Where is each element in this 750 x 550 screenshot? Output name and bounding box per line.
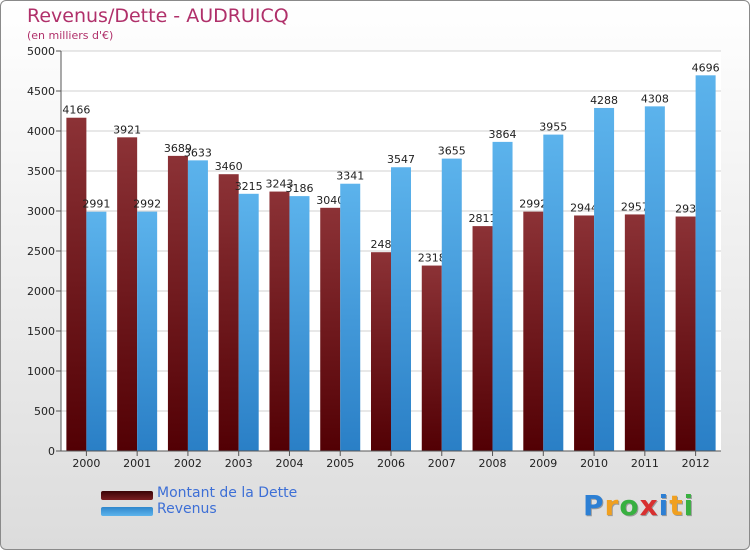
x-tick-label: 2007 <box>428 457 456 470</box>
bar-revenus-2007 <box>441 158 462 451</box>
data-label: 2991 <box>82 198 110 211</box>
data-label: 3186 <box>285 182 313 195</box>
y-tick-label: 1000 <box>27 365 55 378</box>
data-label: 2992 <box>133 198 161 211</box>
data-label: 4696 <box>692 61 720 74</box>
y-tick-label: 500 <box>34 405 55 418</box>
y-tick-label: 3000 <box>27 205 55 218</box>
data-label: 3547 <box>387 153 415 166</box>
proxiti-logo: Proxiti <box>583 489 694 522</box>
logo-letter: i <box>658 489 670 522</box>
bar-dette-2000 <box>66 117 87 451</box>
data-label: 3243 <box>265 178 293 191</box>
bar-dette-2005 <box>320 207 341 451</box>
data-label: 3864 <box>489 128 517 141</box>
x-tick-label: 2001 <box>123 457 151 470</box>
bar-dette-2001 <box>117 137 138 451</box>
bar-dette-2006 <box>371 252 391 451</box>
x-tick-label: 2004 <box>275 457 303 470</box>
y-tick-label: 2500 <box>27 245 55 258</box>
bar-dette-2002 <box>167 155 188 451</box>
x-tick-label: 2009 <box>529 457 557 470</box>
bar-revenus-2006 <box>391 167 411 452</box>
logo-letter: x <box>639 489 659 522</box>
data-label: 293 <box>675 203 696 216</box>
legend-swatch-revenus <box>101 507 153 516</box>
bar-dette-2010 <box>574 215 595 451</box>
legend-label-dette: Montant de la Dette <box>157 485 298 501</box>
logo-letter: r <box>604 489 620 522</box>
data-label: 4308 <box>641 92 669 105</box>
bar-dette-2009 <box>523 211 544 451</box>
x-tick-label: 2011 <box>631 457 659 470</box>
data-label: 3689 <box>164 142 192 155</box>
bar-revenus-2010 <box>594 107 615 452</box>
data-label: 2957 <box>621 200 649 213</box>
chart-title: Revenus/Dette - AUDRUICQ <box>27 5 289 27</box>
data-label: 3633 <box>184 146 212 159</box>
logo-letter: o <box>619 489 640 522</box>
bar-dette-2012 <box>675 216 696 451</box>
data-label: 3955 <box>539 121 567 134</box>
legend-label-revenus: Revenus <box>157 501 217 517</box>
x-tick-label: 2005 <box>326 457 354 470</box>
data-label: 3215 <box>235 180 263 193</box>
data-label: 3460 <box>215 160 243 173</box>
data-label: 4166 <box>62 104 90 117</box>
bar-dette-2003 <box>218 174 239 451</box>
bar-dette-2007 <box>421 265 442 451</box>
x-tick-label: 2000 <box>72 457 100 470</box>
data-label: 2318 <box>418 252 446 265</box>
bar-revenus-2001 <box>137 211 158 451</box>
x-tick-label: 2008 <box>479 457 507 470</box>
bar-dette-2011 <box>624 214 645 451</box>
y-tick-label: 2000 <box>27 285 55 298</box>
y-tick-label: 5000 <box>27 45 55 58</box>
x-tick-label: 2012 <box>682 457 710 470</box>
data-label: 2811 <box>469 212 497 225</box>
y-tick-label: 1500 <box>27 325 55 338</box>
bar-dette-2008 <box>472 226 493 451</box>
data-label: 3655 <box>438 145 466 158</box>
data-label: 3341 <box>336 170 364 183</box>
logo-letter: t <box>669 489 684 522</box>
logo-letter: i <box>683 489 695 522</box>
bar-revenus-2003 <box>238 193 259 452</box>
bar-revenus-2005 <box>340 183 361 451</box>
y-tick-label: 4500 <box>27 85 55 98</box>
bar-revenus-2011 <box>644 106 665 452</box>
data-label: 248 <box>371 238 392 251</box>
bar-revenus-2008 <box>492 141 513 451</box>
bar-revenus-2000 <box>86 211 107 451</box>
y-tick-label: 0 <box>48 445 55 458</box>
bar-dette-2004 <box>269 191 290 451</box>
bar-revenus-2012 <box>695 75 716 451</box>
data-label: 2992 <box>519 198 547 211</box>
data-label: 3040 <box>316 194 344 207</box>
bar-revenus-2009 <box>543 134 564 451</box>
x-tick-label: 2002 <box>174 457 202 470</box>
y-tick-label: 4000 <box>27 125 55 138</box>
data-label: 4288 <box>590 94 618 107</box>
x-tick-label: 2003 <box>225 457 253 470</box>
y-tick-label: 3500 <box>27 165 55 178</box>
x-tick-label: 2006 <box>377 457 405 470</box>
legend-swatch-dette <box>101 491 153 500</box>
logo-letter: P <box>583 489 605 522</box>
chart-subtitle: (en milliers d'€) <box>27 29 114 42</box>
data-label: 3921 <box>113 123 141 136</box>
x-tick-label: 2010 <box>580 457 608 470</box>
bar-revenus-2002 <box>187 160 208 452</box>
bar-revenus-2004 <box>289 196 310 451</box>
data-label: 2944 <box>570 201 598 214</box>
